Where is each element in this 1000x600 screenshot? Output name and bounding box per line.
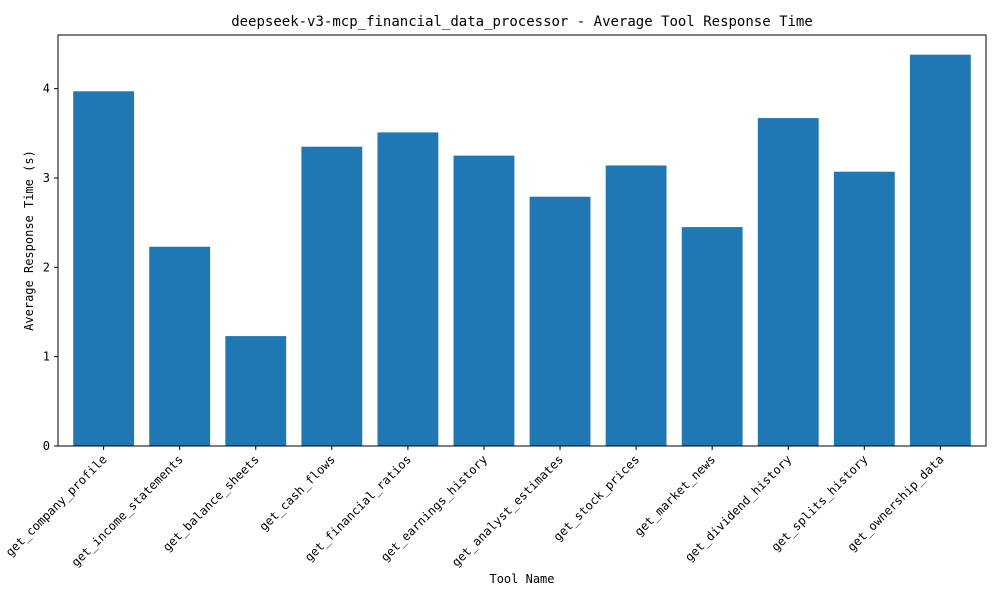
y-tick-label: 4 — [43, 82, 50, 96]
y-axis-label: Average Response Time (s) — [22, 150, 36, 331]
bar-get_stock_prices — [605, 165, 667, 446]
bar-get_financial_ratios — [377, 132, 439, 446]
bar-get_income_statements — [149, 246, 211, 446]
x-tick-label: get_cash_flows — [257, 452, 338, 533]
chart-title: deepseek-v3-mcp_financial_data_processor… — [231, 14, 813, 30]
x-axis: get_company_profileget_income_statements… — [3, 446, 946, 569]
bars-layer — [73, 54, 971, 446]
plot-frame — [57, 34, 987, 447]
bar-get_company_profile — [73, 91, 135, 446]
bar-get_splits_history — [833, 171, 895, 446]
bar-get_market_news — [681, 227, 743, 446]
y-tick-label: 2 — [43, 260, 50, 274]
x-tick-label: get_stock_prices — [551, 452, 643, 544]
x-tick-label: get_market_news — [632, 452, 719, 539]
y-axis: 0 1 2 3 4 — [43, 82, 58, 453]
y-tick-label: 0 — [43, 439, 50, 453]
y-tick-label: 1 — [43, 350, 50, 364]
y-tick-label: 3 — [43, 171, 50, 185]
x-axis-label: Tool Name — [489, 572, 554, 586]
bar-get_cash_flows — [301, 146, 363, 446]
bar-get_earnings_history — [453, 155, 515, 446]
bar-get_ownership_data — [909, 54, 971, 446]
bar-get_dividend_history — [757, 118, 819, 446]
bar-get_balance_sheets — [225, 336, 287, 446]
bar-get_analyst_estimates — [529, 196, 591, 446]
